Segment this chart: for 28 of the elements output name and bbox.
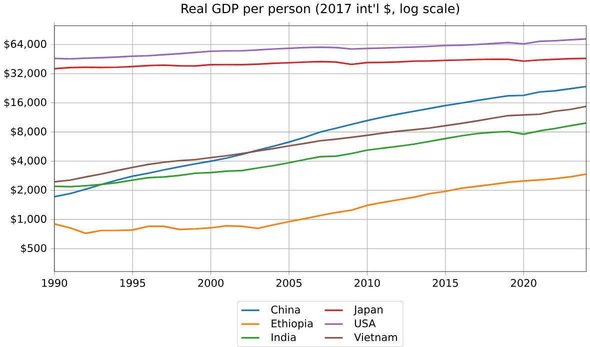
line-series	[54, 106, 586, 183]
y-tick-label: $4,000	[11, 156, 46, 166]
legend-label: Vietnam	[354, 333, 397, 342]
chart-title: Real GDP per person (2017 int'l $, log scale)	[182, 4, 460, 16]
y-tick-label: $500	[21, 244, 46, 254]
x-tick-label: 2015	[432, 278, 458, 287]
x-tick-label: 1990	[42, 278, 68, 287]
x-tick-label: 2010	[354, 278, 380, 287]
x-tick-label: 1995	[120, 278, 146, 287]
line-series	[54, 86, 586, 198]
y-tick-label: $8,000	[11, 127, 46, 137]
y-tick-label: $16,000	[4, 98, 46, 108]
line-series	[54, 58, 586, 70]
line-series	[54, 122, 586, 188]
legend-label: Ethiopia	[272, 319, 313, 330]
legend-label: China	[271, 305, 300, 314]
line-series	[54, 38, 586, 60]
x-tick-label: 2020	[511, 278, 536, 287]
line-series	[54, 173, 586, 234]
y-tick-label: $1,000	[11, 214, 46, 224]
legend-label: Japan	[354, 306, 382, 316]
y-tick-label: $2,000	[11, 186, 46, 196]
x-tick-label: 2000	[198, 278, 224, 287]
legend-label: India	[272, 333, 296, 342]
x-tick-label: 2005	[276, 278, 302, 287]
y-tick-label: $64,000	[4, 40, 46, 50]
y-tick-label: $32,000	[4, 68, 46, 78]
legend-label: USA	[354, 319, 376, 328]
